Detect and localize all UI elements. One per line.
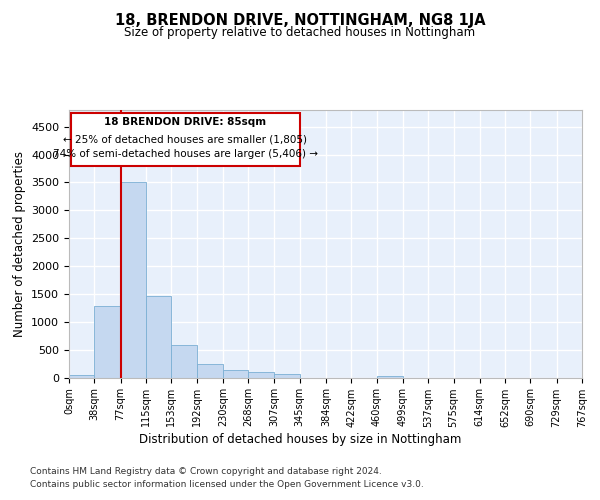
Text: 18 BRENDON DRIVE: 85sqm: 18 BRENDON DRIVE: 85sqm <box>104 118 266 128</box>
Text: Contains HM Land Registry data © Crown copyright and database right 2024.: Contains HM Land Registry data © Crown c… <box>30 468 382 476</box>
Bar <box>248 372 274 378</box>
Text: 18, BRENDON DRIVE, NOTTINGHAM, NG8 1JA: 18, BRENDON DRIVE, NOTTINGHAM, NG8 1JA <box>115 12 485 28</box>
Bar <box>377 376 403 378</box>
Text: Contains public sector information licensed under the Open Government Licence v3: Contains public sector information licen… <box>30 480 424 489</box>
Text: 74% of semi-detached houses are larger (5,406) →: 74% of semi-detached houses are larger (… <box>53 149 318 159</box>
Text: Size of property relative to detached houses in Nottingham: Size of property relative to detached ho… <box>124 26 476 39</box>
Text: Distribution of detached houses by size in Nottingham: Distribution of detached houses by size … <box>139 432 461 446</box>
Text: ← 25% of detached houses are smaller (1,805): ← 25% of detached houses are smaller (1,… <box>64 134 307 144</box>
Bar <box>121 182 146 378</box>
Bar <box>223 370 248 378</box>
Bar <box>94 306 121 378</box>
Bar <box>172 345 197 378</box>
Bar <box>146 296 172 378</box>
Bar <box>274 374 300 378</box>
Bar <box>69 374 94 378</box>
Bar <box>197 364 223 378</box>
Y-axis label: Number of detached properties: Number of detached properties <box>13 151 26 337</box>
Bar <box>71 113 300 166</box>
